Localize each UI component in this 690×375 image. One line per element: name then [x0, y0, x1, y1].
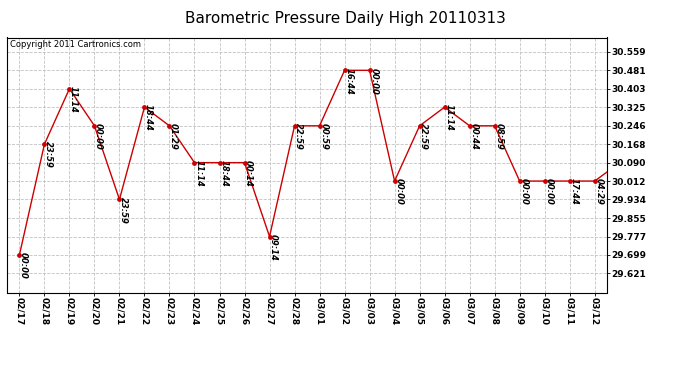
Text: 00:44: 00:44: [469, 123, 478, 150]
Text: 00:00: 00:00: [94, 123, 103, 150]
Point: [189, 160, 200, 166]
Text: 00:00: 00:00: [520, 178, 529, 205]
Text: 18:44: 18:44: [144, 104, 153, 131]
Point: [164, 123, 175, 129]
Text: 23:59: 23:59: [0, 374, 1, 375]
Text: 01:29: 01:29: [169, 123, 178, 150]
Point: [389, 178, 400, 184]
Text: 11:14: 11:14: [194, 160, 203, 187]
Point: [414, 123, 425, 129]
Point: [214, 160, 225, 166]
Point: [539, 178, 550, 184]
Text: 00:00: 00:00: [544, 178, 553, 205]
Text: 09:14: 09:14: [269, 234, 278, 261]
Point: [239, 160, 250, 166]
Point: [314, 123, 325, 129]
Text: Copyright 2011 Cartronics.com: Copyright 2011 Cartronics.com: [10, 40, 141, 49]
Text: 00:00: 00:00: [19, 252, 28, 279]
Point: [564, 178, 575, 184]
Point: [614, 160, 625, 166]
Point: [514, 178, 525, 184]
Text: 23:59: 23:59: [119, 197, 128, 223]
Point: [289, 123, 300, 129]
Point: [89, 123, 100, 129]
Text: 00:00: 00:00: [369, 68, 378, 94]
Point: [39, 141, 50, 147]
Text: 23:59: 23:59: [44, 141, 53, 168]
Text: 11:14: 11:14: [444, 104, 453, 131]
Text: 22:59: 22:59: [294, 123, 303, 150]
Point: [364, 68, 375, 74]
Text: 00:00: 00:00: [394, 178, 403, 205]
Text: 08:59: 08:59: [494, 123, 503, 150]
Text: 00:14: 00:14: [244, 160, 253, 187]
Point: [339, 68, 350, 74]
Text: 22:59: 22:59: [420, 123, 428, 150]
Point: [139, 104, 150, 110]
Point: [14, 252, 25, 258]
Point: [264, 234, 275, 240]
Point: [589, 178, 600, 184]
Point: [489, 123, 500, 129]
Text: 04:29: 04:29: [594, 178, 603, 205]
Text: 18:44: 18:44: [219, 160, 228, 187]
Point: [439, 104, 450, 110]
Text: Barometric Pressure Daily High 20110313: Barometric Pressure Daily High 20110313: [184, 11, 506, 26]
Text: 11:14: 11:14: [69, 86, 78, 113]
Text: 17:44: 17:44: [569, 178, 578, 205]
Text: 16:44: 16:44: [344, 68, 353, 94]
Point: [464, 123, 475, 129]
Point: [64, 86, 75, 92]
Text: 00:59: 00:59: [319, 123, 328, 150]
Point: [114, 196, 125, 202]
